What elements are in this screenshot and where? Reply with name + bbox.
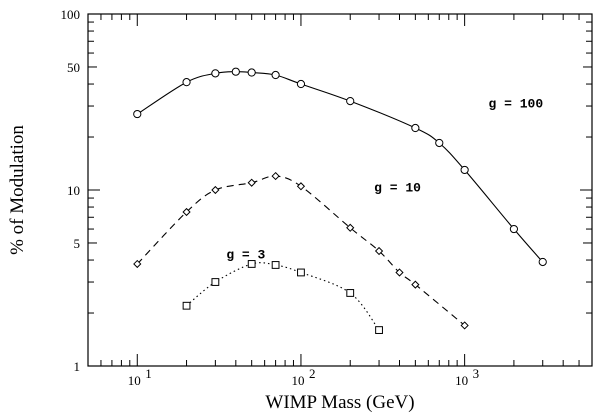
data-point-circle	[247, 68, 256, 77]
data-point-circle	[509, 224, 519, 234]
data-point-circle	[346, 96, 355, 106]
x-tick-label: 10	[455, 373, 468, 388]
data-point-diamond	[182, 207, 191, 217]
data-point-circle	[296, 79, 306, 89]
data-point-diamond	[411, 280, 420, 289]
data-point-square	[375, 326, 383, 334]
data-point-square	[211, 278, 220, 286]
data-point-diamond	[211, 185, 220, 195]
y-tick-label: 5	[74, 236, 81, 251]
plot-frame	[87, 13, 593, 367]
data-point-diamond	[247, 178, 256, 187]
data-point-circle	[538, 257, 547, 267]
data-point-diamond	[395, 268, 404, 277]
x-tick-label: 10	[291, 373, 304, 388]
series-annotation: g = 10	[374, 181, 421, 196]
data-point-circle	[271, 70, 280, 80]
axis-ticks	[87, 13, 593, 367]
data-point-diamond	[346, 223, 355, 232]
data-point-circle	[411, 123, 420, 133]
data-point-diamond	[271, 171, 280, 181]
x-tick-label-exponent: 1	[145, 366, 152, 381]
data-point-square	[182, 301, 191, 310]
y-tick-label: 10	[67, 183, 80, 198]
data-point-square	[346, 289, 355, 297]
x-axis-label: WIMP Mass (GeV)	[265, 392, 414, 413]
data-point-diamond	[460, 321, 469, 330]
series-line	[137, 71, 544, 263]
data-point-circle	[231, 67, 240, 76]
data-point-circle	[182, 78, 191, 87]
data-point-square	[247, 260, 256, 268]
x-tick-label-exponent: 3	[473, 366, 480, 381]
data-point-circle	[211, 69, 220, 78]
data-point-circle	[133, 109, 142, 119]
data-point-circle	[460, 165, 469, 175]
y-axis-label: % of Modulation	[7, 125, 28, 255]
y-tick-label: 50	[67, 60, 80, 75]
series-lines	[136, 71, 544, 331]
series-markers	[133, 67, 547, 334]
data-point-square	[297, 268, 305, 277]
series-annotations: g = 100 g = 10 g = 3	[226, 97, 543, 263]
data-point-diamond	[133, 259, 142, 269]
series-annotation: g = 3	[226, 248, 265, 263]
data-point-diamond	[374, 246, 384, 256]
y-tick-label: 100	[61, 7, 81, 22]
x-tick-label-exponent: 2	[309, 366, 316, 381]
data-point-circle	[435, 138, 444, 148]
data-point-diamond	[296, 182, 306, 191]
y-tick-label: 1	[74, 359, 81, 374]
x-tick-label: 10	[128, 373, 141, 388]
axis-tick-labels: 10 1 10 2 10 3 1 5 10 50 100	[61, 7, 480, 388]
series-annotation: g = 100	[489, 97, 544, 112]
data-point-square	[271, 261, 280, 269]
